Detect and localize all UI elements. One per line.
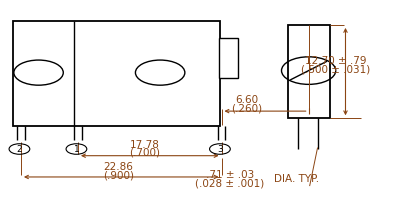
Text: 17.78: 17.78 xyxy=(130,140,160,150)
Text: 12.70 ± .79: 12.70 ± .79 xyxy=(305,55,366,65)
Text: 2: 2 xyxy=(17,144,22,153)
Text: DIA. TYP.: DIA. TYP. xyxy=(274,174,319,184)
Text: (.260): (.260) xyxy=(231,103,262,113)
Text: (.500 ± .031): (.500 ± .031) xyxy=(301,65,370,75)
Text: 1: 1 xyxy=(74,144,79,153)
FancyBboxPatch shape xyxy=(288,25,330,118)
Text: 3: 3 xyxy=(217,144,223,153)
Text: (.900): (.900) xyxy=(103,170,134,180)
FancyBboxPatch shape xyxy=(219,38,238,78)
Text: 22.86: 22.86 xyxy=(103,162,133,172)
Text: (.700): (.700) xyxy=(130,148,160,158)
FancyBboxPatch shape xyxy=(13,21,220,126)
Text: .71 ± .03: .71 ± .03 xyxy=(206,170,254,180)
Text: 6.60: 6.60 xyxy=(235,95,258,105)
Text: (.028 ± .001): (.028 ± .001) xyxy=(195,178,264,188)
